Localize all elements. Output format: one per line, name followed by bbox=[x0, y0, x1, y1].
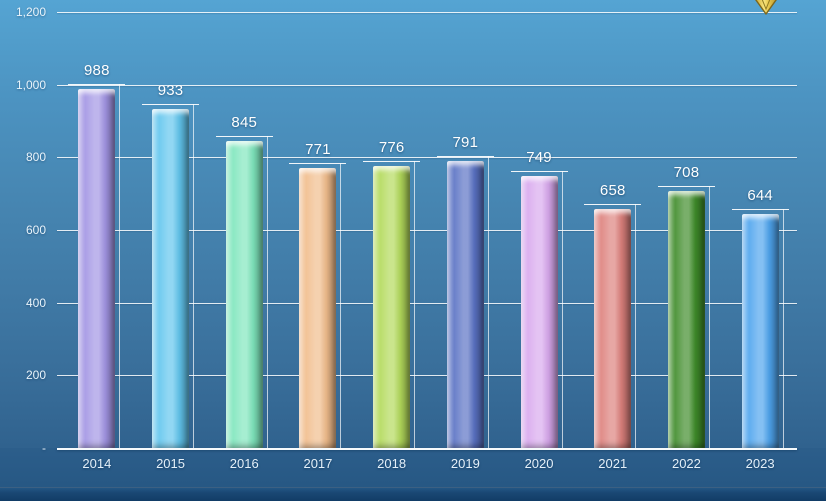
gridline-1,200 bbox=[57, 12, 797, 13]
x-axis-label-2020: 2020 bbox=[524, 456, 554, 471]
bar-2014 bbox=[78, 89, 115, 448]
bar-back-edge-line bbox=[119, 84, 120, 448]
bar-2019 bbox=[447, 161, 484, 448]
gridline-200 bbox=[57, 375, 797, 376]
bar-top-line bbox=[437, 156, 494, 157]
bar-2016 bbox=[226, 141, 263, 448]
bar-2022 bbox=[668, 191, 705, 448]
y-axis-tick-label: 400 bbox=[25, 296, 46, 310]
bar-2018 bbox=[373, 166, 410, 448]
gridline-800 bbox=[57, 157, 797, 158]
data-label-2018: 776 bbox=[378, 139, 405, 156]
data-label-2020: 749 bbox=[526, 149, 552, 166]
gridline-400 bbox=[57, 303, 797, 304]
slide-footer-band bbox=[0, 487, 826, 501]
gold-down-arrow-icon bbox=[755, 0, 777, 15]
bar-top-line bbox=[584, 204, 641, 205]
gridline-600 bbox=[57, 230, 797, 231]
x-axis-label-2023: 2023 bbox=[745, 456, 775, 471]
y-axis-tick-label: 1,200 bbox=[15, 5, 46, 19]
x-axis-label-2016: 2016 bbox=[229, 456, 259, 471]
y-axis-tick-label: - bbox=[42, 441, 46, 455]
y-axis-tick-label: 600 bbox=[25, 223, 46, 237]
bar-back-edge-line bbox=[193, 104, 194, 448]
bar-top-line bbox=[216, 136, 273, 137]
bar-back-edge-line bbox=[414, 161, 415, 448]
bar-2017 bbox=[299, 168, 336, 448]
bar-back-edge-line bbox=[488, 156, 489, 448]
bar-2015 bbox=[152, 109, 189, 448]
bar-back-edge-line bbox=[267, 136, 268, 448]
bar-back-edge-line bbox=[562, 171, 563, 448]
bar-2021 bbox=[594, 209, 631, 448]
data-label-2016: 845 bbox=[231, 114, 258, 131]
x-axis-label-2021: 2021 bbox=[598, 456, 628, 471]
bar-top-line bbox=[363, 161, 420, 162]
bar-top-line bbox=[732, 209, 789, 210]
bar-top-line bbox=[658, 186, 715, 187]
bar-back-edge-line bbox=[635, 204, 636, 448]
bar-top-line bbox=[511, 171, 568, 172]
bar-back-edge-line bbox=[709, 186, 710, 448]
bar-back-edge-line bbox=[340, 163, 341, 448]
data-label-2015: 933 bbox=[157, 82, 184, 99]
x-axis-label-2019: 2019 bbox=[450, 456, 480, 471]
bar-back-edge-line bbox=[783, 209, 784, 448]
y-axis-tick-label: 1,000 bbox=[15, 78, 46, 92]
x-axis-label-2017: 2017 bbox=[303, 456, 333, 471]
data-label-2022: 708 bbox=[673, 164, 700, 181]
x-axis-line bbox=[57, 448, 797, 450]
data-label-2014: 988 bbox=[84, 62, 110, 79]
data-label-2021: 658 bbox=[599, 182, 626, 199]
y-axis-tick-label: 200 bbox=[25, 368, 46, 382]
gridline-1,000 bbox=[57, 85, 797, 86]
x-axis-label-2018: 2018 bbox=[377, 456, 407, 471]
x-axis-label-2014: 2014 bbox=[82, 456, 112, 471]
x-axis-label-2015: 2015 bbox=[156, 456, 185, 471]
data-label-2019: 791 bbox=[452, 134, 479, 151]
y-axis-tick-label: 800 bbox=[25, 150, 46, 164]
x-axis-label-2022: 2022 bbox=[671, 456, 701, 471]
bar-2020 bbox=[521, 176, 558, 448]
data-label-2023: 644 bbox=[747, 187, 773, 204]
bar-top-line bbox=[68, 84, 125, 85]
bar-2023 bbox=[742, 214, 779, 448]
data-label-2017: 771 bbox=[305, 141, 331, 158]
bar-top-line bbox=[142, 104, 199, 105]
bar-top-line bbox=[289, 163, 346, 164]
